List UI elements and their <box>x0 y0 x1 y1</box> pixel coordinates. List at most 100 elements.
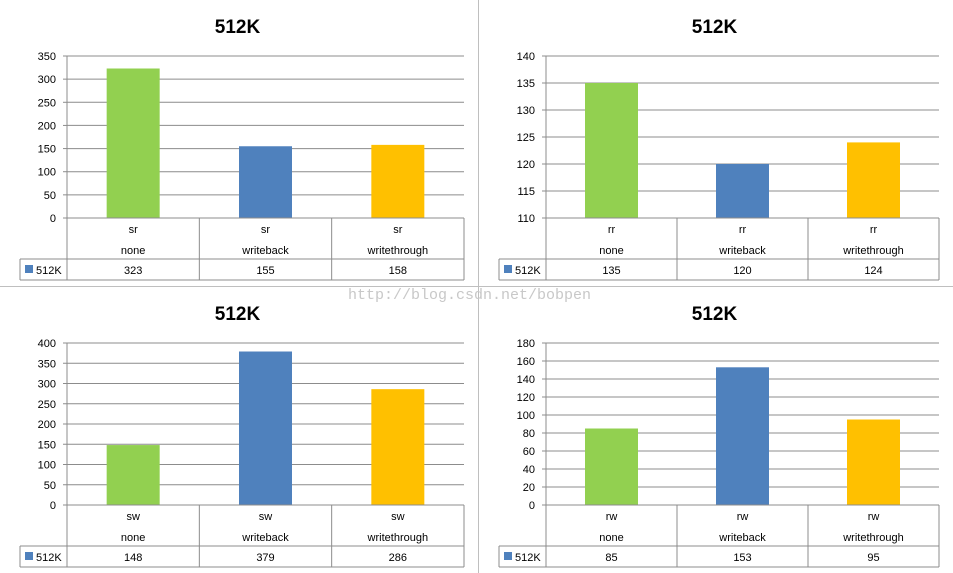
y-tick-label: 350 <box>38 51 56 63</box>
y-tick-label: 400 <box>38 338 56 350</box>
y-tick-label: 0 <box>50 500 56 512</box>
y-tick-label: 115 <box>517 186 535 198</box>
category-label-bottom: writeback <box>718 532 766 544</box>
y-tick-label: 300 <box>38 74 56 86</box>
category-label-top: rw <box>737 511 749 523</box>
bar-none <box>585 428 638 505</box>
horizontal-divider <box>0 286 953 287</box>
bar-writethrough <box>847 419 900 505</box>
y-tick-label: 150 <box>38 439 56 451</box>
y-tick-label: 125 <box>517 132 535 144</box>
data-label: 135 <box>602 265 620 277</box>
y-tick-label: 160 <box>517 356 535 368</box>
chart-panel-sw: 512K 0 50 100 150 200 250 300 350 400 sw none 148 sw w… <box>0 287 478 573</box>
y-tick-label: 20 <box>523 482 535 494</box>
bar-writethrough <box>847 142 900 218</box>
category-label-bottom: none <box>599 245 623 257</box>
category-label-bottom: writeback <box>241 532 289 544</box>
y-tick-label: 0 <box>50 213 56 225</box>
data-label: 95 <box>867 552 879 564</box>
category-label-top: sr <box>261 224 271 236</box>
y-tick-label: 50 <box>44 480 56 492</box>
category-label-bottom: writethrough <box>842 245 904 257</box>
chart-rw: 512K 0 20 40 60 80 100 120 140 160 180 rw none 85 rw wr… <box>498 304 940 568</box>
bar-writethrough <box>371 144 425 218</box>
legend-swatch <box>504 552 512 560</box>
y-tick-label: 50 <box>44 190 56 202</box>
bar-none <box>106 445 160 505</box>
y-tick-label: 130 <box>517 105 535 117</box>
y-tick-label: 300 <box>38 379 56 391</box>
y-tick-label: 0 <box>529 500 535 512</box>
y-tick-label: 120 <box>517 392 535 404</box>
legend-label: 512K <box>515 265 541 277</box>
y-tick-label: 135 <box>517 78 535 90</box>
y-tick-label: 100 <box>517 410 535 422</box>
y-tick-label: 120 <box>517 159 535 171</box>
bar-none <box>585 83 638 218</box>
category-label-top: rr <box>739 224 747 236</box>
data-label: 148 <box>124 552 142 564</box>
category-label-top: sr <box>129 224 139 236</box>
y-tick-label: 100 <box>38 167 56 179</box>
legend-swatch <box>504 265 512 273</box>
data-label: 158 <box>389 265 407 277</box>
chart-sw: 512K 0 50 100 150 200 250 300 350 400 sw none 148 sw w… <box>19 304 465 568</box>
chart-sr: 512K 0 50 100 150 200 250 300 350 sr none 323 sr writ… <box>19 17 465 281</box>
y-tick-label: 250 <box>38 399 56 411</box>
category-label-top: rr <box>608 224 616 236</box>
y-tick-label: 140 <box>517 51 535 63</box>
data-label: 85 <box>605 552 617 564</box>
bar-none <box>106 68 160 218</box>
y-tick-label: 350 <box>38 358 56 370</box>
data-label: 120 <box>733 265 751 277</box>
chart-rr: 512K 110 115 120 125 130 135 140 rr none 135 rr writ… <box>498 17 940 281</box>
chart-title: 512K <box>692 304 738 325</box>
legend-label: 512K <box>515 552 541 564</box>
chart-title: 512K <box>692 17 738 38</box>
data-label: 286 <box>389 552 407 564</box>
category-label-bottom: writethrough <box>367 245 429 257</box>
category-label-bottom: none <box>121 245 145 257</box>
category-label-bottom: none <box>599 532 623 544</box>
category-label-top: rr <box>870 224 878 236</box>
category-label-bottom: writeback <box>241 245 289 257</box>
bar-writeback <box>239 351 292 505</box>
y-tick-label: 150 <box>38 144 56 156</box>
category-label-top: sr <box>393 224 403 236</box>
legend-swatch <box>25 552 33 560</box>
data-label: 155 <box>256 265 274 277</box>
data-label: 379 <box>256 552 274 564</box>
legend-label: 512K <box>36 265 62 277</box>
category-label-top: rw <box>606 511 618 523</box>
watermark-text: http://blog.csdn.net/bobpen <box>348 287 592 304</box>
data-label: 323 <box>124 265 142 277</box>
data-label: 153 <box>733 552 751 564</box>
category-label-top: sw <box>126 511 140 523</box>
chart-panel-rw: 512K 0 20 40 60 80 100 120 140 160 180 rw none 85 rw wr… <box>479 287 953 573</box>
chart-title: 512K <box>215 17 261 38</box>
y-tick-label: 40 <box>523 464 535 476</box>
legend-label: 512K <box>36 552 62 564</box>
y-tick-label: 110 <box>517 213 535 225</box>
bar-writethrough <box>371 389 425 505</box>
y-tick-label: 200 <box>38 419 56 431</box>
y-tick-label: 250 <box>38 97 56 109</box>
y-tick-label: 80 <box>523 428 535 440</box>
legend-swatch <box>25 265 33 273</box>
category-label-bottom: none <box>121 532 145 544</box>
y-tick-label: 180 <box>517 338 535 350</box>
chart-panel-rr: 512K 110 115 120 125 130 135 140 rr none 135 rr writ… <box>479 0 953 286</box>
category-label-top: sw <box>391 511 405 523</box>
y-tick-label: 200 <box>38 120 56 132</box>
y-tick-label: 100 <box>38 460 56 472</box>
bar-writeback <box>239 146 292 218</box>
y-tick-label: 140 <box>517 374 535 386</box>
category-label-bottom: writethrough <box>842 532 904 544</box>
category-label-bottom: writethrough <box>367 532 429 544</box>
y-tick-label: 60 <box>523 446 535 458</box>
category-label-top: sw <box>259 511 273 523</box>
category-label-bottom: writeback <box>718 245 766 257</box>
data-label: 124 <box>864 265 882 277</box>
chart-title: 512K <box>215 304 261 325</box>
